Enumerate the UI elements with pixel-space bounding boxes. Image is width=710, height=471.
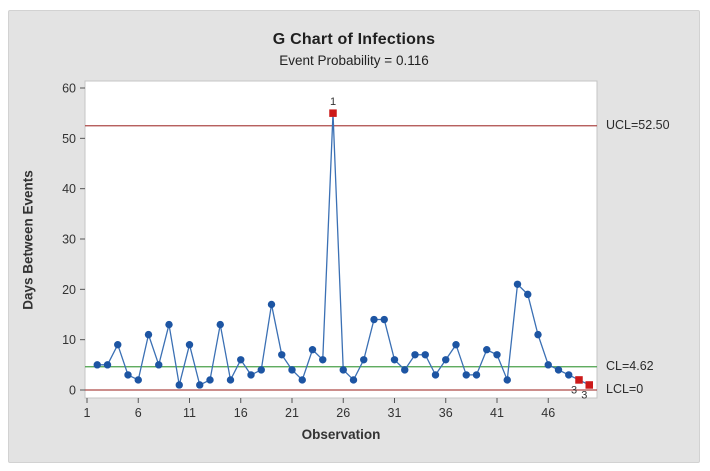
data-point — [472, 371, 481, 379]
lcl-label: LCL=0 — [606, 382, 644, 396]
data-point — [544, 361, 552, 369]
x-tick-label: 26 — [336, 406, 350, 420]
data-point — [411, 351, 419, 359]
chart-panel: G Chart of Infections Event Probability … — [8, 10, 700, 463]
data-point — [237, 356, 245, 364]
data-point — [390, 356, 399, 364]
y-axis-title: Days Between Events — [20, 170, 36, 310]
data-point — [278, 351, 286, 359]
data-point — [165, 320, 173, 329]
data-point — [452, 341, 460, 349]
data-point — [483, 346, 491, 354]
x-axis-title: Observation — [301, 427, 381, 442]
data-point — [93, 361, 101, 369]
data-point — [401, 366, 409, 374]
data-point — [339, 366, 347, 374]
data-point — [124, 371, 132, 379]
x-tick-label: 11 — [183, 406, 196, 420]
x-tick-label: 1 — [84, 406, 91, 420]
data-point — [565, 371, 573, 379]
data-point — [134, 376, 142, 384]
y-tick-label: 20 — [62, 283, 76, 297]
data-point — [196, 381, 204, 389]
plot-area — [84, 80, 598, 399]
data-point — [175, 381, 183, 389]
data-point — [370, 315, 378, 324]
test-failure-label: 1 — [330, 96, 336, 108]
data-point — [103, 361, 112, 369]
data-point — [442, 356, 450, 364]
data-point — [206, 376, 214, 384]
chart-title: G Chart of Infections — [272, 31, 436, 48]
x-tick-label: 6 — [135, 406, 142, 420]
x-tick-label: 16 — [234, 406, 248, 420]
flagged-point-obs-25 — [329, 109, 337, 117]
ucl-label: UCL=52.50 — [606, 118, 670, 132]
flagged-point-obs-50 — [585, 381, 593, 389]
data-point — [503, 376, 511, 384]
data-point — [267, 300, 276, 309]
data-point — [349, 376, 358, 384]
y-tick-label: 0 — [69, 384, 76, 398]
data-point — [319, 356, 327, 364]
data-point — [257, 366, 265, 374]
data-point — [513, 280, 522, 288]
chart-subtitle: Event Probability = 0.116 — [279, 53, 429, 68]
data-point — [185, 341, 194, 349]
data-point — [421, 351, 429, 359]
data-point — [155, 361, 163, 369]
y-tick-label: 50 — [62, 132, 76, 146]
data-point — [114, 341, 122, 349]
y-tick-label: 10 — [62, 333, 76, 347]
data-point — [144, 330, 153, 339]
data-point — [288, 366, 296, 374]
x-tick-label: 31 — [388, 406, 402, 420]
y-tick-label: 30 — [62, 233, 76, 247]
data-point — [524, 290, 532, 299]
data-point — [216, 320, 224, 329]
data-point — [247, 371, 255, 379]
data-point — [380, 315, 388, 324]
x-tick-label: 46 — [541, 406, 555, 420]
data-point — [308, 346, 317, 354]
data-point — [493, 351, 501, 359]
data-point — [431, 371, 440, 379]
cl-label: CL=4.62 — [606, 359, 654, 373]
test-failure-label: 3 — [581, 389, 587, 401]
data-point — [462, 371, 470, 379]
x-tick-label: 21 — [285, 406, 299, 420]
data-point — [554, 366, 563, 374]
x-tick-label: 41 — [490, 406, 504, 420]
y-tick-label: 60 — [62, 82, 76, 96]
test-failure-label: 3 — [571, 384, 577, 396]
flagged-point-obs-49 — [575, 376, 583, 384]
x-tick-label: 36 — [439, 406, 453, 420]
data-point — [226, 376, 235, 384]
data-point — [298, 376, 306, 384]
y-tick-label: 40 — [62, 182, 76, 196]
data-point — [360, 356, 368, 364]
data-point — [534, 330, 542, 339]
